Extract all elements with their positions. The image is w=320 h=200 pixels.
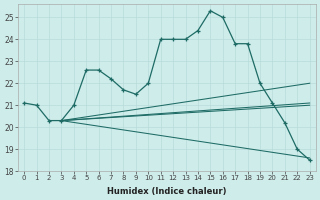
X-axis label: Humidex (Indice chaleur): Humidex (Indice chaleur) xyxy=(107,187,227,196)
